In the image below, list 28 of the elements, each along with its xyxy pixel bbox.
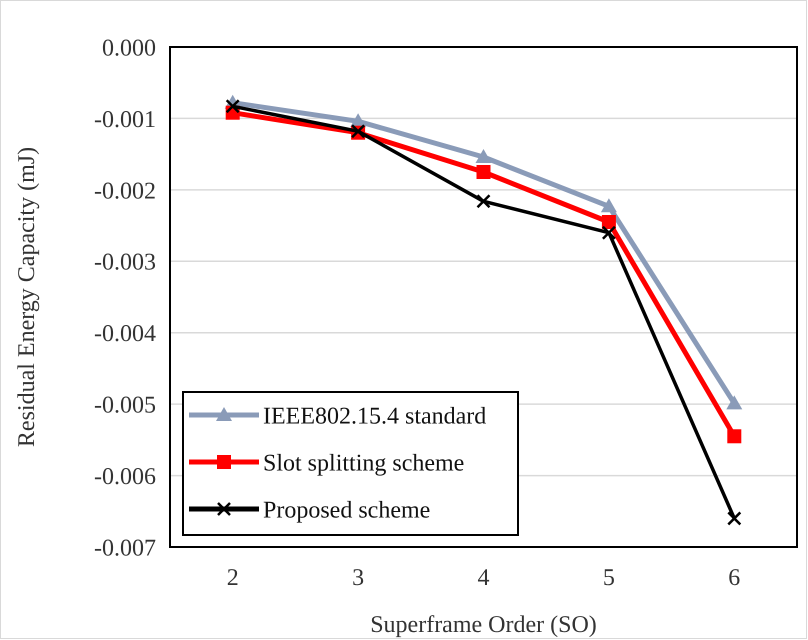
point xyxy=(727,511,742,526)
point xyxy=(602,215,616,229)
x-tick-label: 5 xyxy=(602,565,615,591)
point xyxy=(225,99,240,114)
y-tick-label: -0.005 xyxy=(94,392,156,419)
point xyxy=(476,194,491,209)
y-tick-label: 0.000 xyxy=(102,35,156,62)
y-tick-label: -0.006 xyxy=(94,464,156,490)
x-tick-label: 2 xyxy=(226,565,239,591)
x-tick-label: 3 xyxy=(352,565,364,591)
y-tick-label: -0.002 xyxy=(94,178,156,204)
point xyxy=(476,149,492,163)
y-tick-label: -0.004 xyxy=(94,321,156,348)
x-tick-label: 4 xyxy=(478,565,490,591)
legend-label: IEEE802.15.4 standard xyxy=(263,403,486,430)
legend-label: Proposed scheme xyxy=(263,497,430,524)
legend-label: Slot splitting scheme xyxy=(263,450,464,476)
point xyxy=(602,225,616,240)
point xyxy=(600,198,617,212)
y-tick-label: -0.001 xyxy=(94,106,156,133)
x-tick-label: 6 xyxy=(728,565,740,591)
y-tick-label: -0.007 xyxy=(94,535,156,562)
point xyxy=(726,395,742,410)
y-tick-label: -0.003 xyxy=(94,250,156,276)
y-axis-title: Residual Energy Capacity (mJ) xyxy=(14,146,40,448)
point xyxy=(476,165,490,179)
x-axis-title: Superframe Order (SO) xyxy=(370,612,597,638)
point xyxy=(727,429,742,444)
